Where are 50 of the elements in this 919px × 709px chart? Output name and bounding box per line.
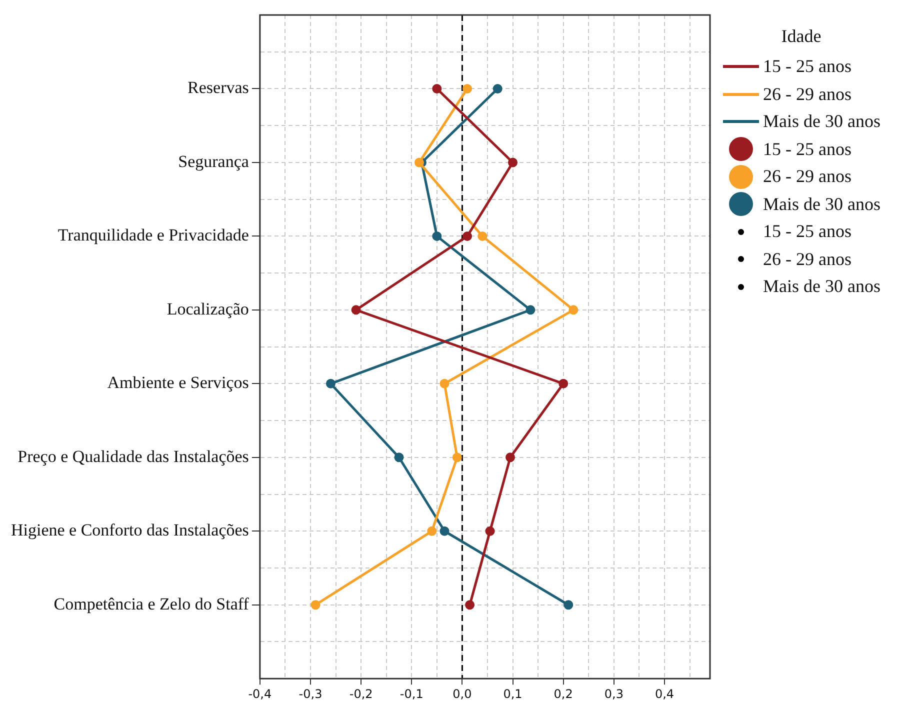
point [432, 84, 442, 94]
point [564, 600, 574, 610]
point [465, 600, 475, 610]
x-tick-label: 0,0 [452, 686, 472, 701]
point [394, 452, 404, 462]
text: 15 - 25 anos [763, 221, 852, 242]
point [452, 452, 462, 462]
point [310, 600, 320, 610]
point [568, 305, 578, 315]
y-tick-label: Tranquilidade e Privacidade [58, 226, 249, 245]
x-tick-label: 0,3 [604, 686, 624, 701]
point [485, 526, 495, 536]
x-tick-label: 0,2 [554, 686, 573, 701]
x-tick-label: -0,3 [298, 686, 322, 701]
y-tick-label: Segurança [178, 152, 250, 171]
legend-title: Idade [780, 26, 822, 47]
text: Mais de 30 anos [763, 194, 880, 214]
point [427, 526, 437, 536]
text: Mais de 30 anos [763, 276, 880, 296]
y-tick-label: Ambiente e Serviços [107, 373, 249, 392]
y-tick-label: Competência e Zelo do Staff [54, 594, 250, 614]
legend-label: Mais de 30 anos [763, 111, 880, 132]
y-tick-label: Localização [166, 299, 249, 318]
y-tick-label: Preço e Qualidade das Instalações [18, 446, 249, 466]
point [326, 378, 336, 388]
point [505, 452, 515, 462]
point [440, 378, 450, 388]
point [558, 378, 568, 388]
x-tick-label: 0,1 [503, 686, 522, 701]
point [478, 231, 488, 241]
y-tick-label: Reservas [188, 78, 249, 98]
text: 15 - 25 anos [763, 56, 852, 76]
legend-label: 15 - 25 anos [763, 138, 852, 160]
text: 26 - 29 anos [763, 166, 852, 186]
text: 26 - 29 anos [763, 248, 852, 269]
x-tick-label: -0,4 [248, 686, 272, 701]
point [492, 84, 502, 94]
point [432, 231, 442, 241]
point [508, 158, 518, 168]
point [526, 305, 536, 315]
x-tick-label: -0,1 [400, 686, 424, 701]
point [462, 84, 472, 94]
x-tick-label: -0,2 [349, 686, 373, 701]
point [351, 305, 361, 315]
point [462, 231, 472, 241]
legend-label: 26 - 29 anos [763, 84, 852, 105]
point [440, 526, 450, 536]
x-tick-label: 0,4 [654, 686, 674, 701]
y-tick-label: Higiene e Conforto das Instalações [10, 520, 249, 540]
point [414, 158, 424, 168]
